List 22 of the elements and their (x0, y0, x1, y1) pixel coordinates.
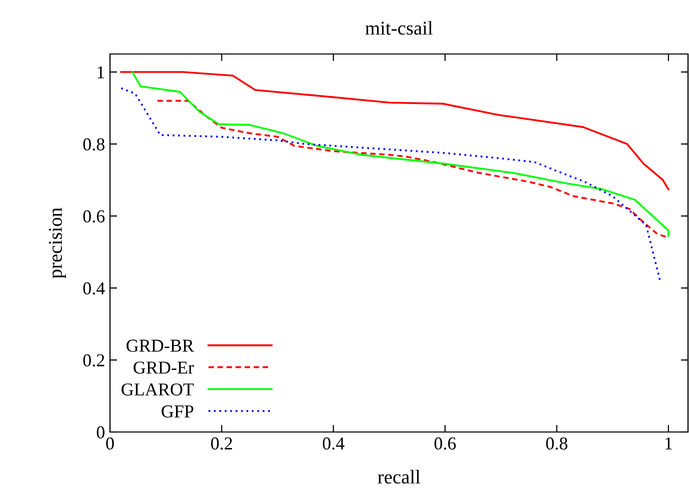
y-tick-label: 1 (98, 66, 104, 78)
y-tick-label: 0.4 (83, 282, 105, 295)
y-tick-label: 0.2 (83, 354, 104, 367)
x-tick-label: 0 (106, 437, 114, 450)
x-tick-label: 0.6 (434, 437, 456, 450)
legend-label: GRD-Er (134, 362, 194, 374)
chart-title: mit-csail (365, 21, 433, 35)
legend-label: GRD-BR (126, 340, 194, 352)
legend-label: GLAROT (122, 383, 194, 396)
y-tick-label: 0 (96, 426, 104, 438)
x-tick-label: 1 (666, 437, 672, 450)
line-series (120, 71, 670, 190)
line-series (131, 71, 670, 237)
x-axis-title: recall (378, 470, 420, 484)
x-tick-label: 0.2 (211, 437, 232, 450)
x-tick-label: 0.4 (322, 437, 344, 450)
y-tick-label: 0.8 (83, 138, 104, 151)
legend-label: GFP (162, 405, 194, 418)
line-series (120, 87, 661, 282)
y-axis-title: precision (48, 208, 66, 278)
x-tick-label: 0.8 (546, 437, 568, 450)
y-tick-label: 0.6 (83, 210, 105, 223)
